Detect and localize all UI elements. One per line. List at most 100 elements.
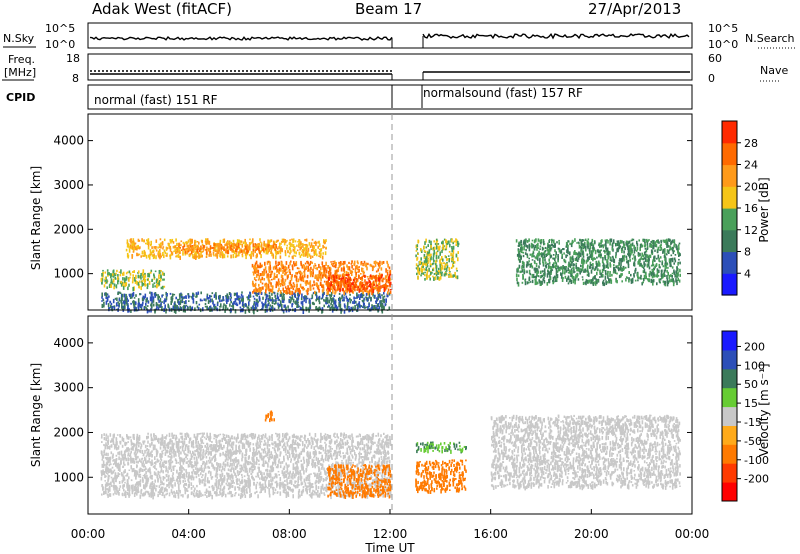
heatmap-cell	[299, 255, 302, 258]
heatmap-cell	[154, 309, 156, 313]
heatmap-cell	[165, 246, 168, 251]
heatmap-cell	[223, 303, 225, 306]
heatmap-cell	[356, 288, 358, 291]
heatmap-cell	[163, 254, 165, 259]
heatmap-cell	[234, 303, 236, 305]
heatmap-cell	[137, 253, 139, 257]
heatmap-cell	[136, 252, 138, 257]
heatmap-cell	[382, 280, 384, 283]
heatmap-cell	[548, 265, 551, 269]
heatmap-cell	[257, 278, 260, 281]
heatmap-cell	[279, 477, 282, 482]
heatmap-cell	[646, 263, 649, 268]
heatmap-cell	[158, 282, 160, 286]
heatmap-cell	[106, 488, 108, 491]
heatmap-cell	[273, 275, 276, 280]
heatmap-cell	[657, 274, 659, 277]
heatmap-cell	[336, 270, 338, 274]
heatmap-cell	[277, 278, 280, 282]
heatmap-cell	[549, 273, 551, 278]
heatmap-cell	[134, 471, 136, 476]
heatmap-cell	[292, 452, 294, 457]
heatmap-cell	[592, 282, 595, 286]
heatmap-cell	[640, 278, 643, 280]
heatmap-cell	[669, 260, 672, 265]
heatmap-cell	[362, 288, 364, 291]
heatmap-cell	[177, 253, 180, 258]
heatmap-cell	[567, 247, 569, 252]
heatmap-cell	[577, 259, 579, 262]
heatmap-cell	[648, 260, 650, 264]
heatmap-cell	[356, 296, 358, 299]
heatmap-cell	[337, 280, 339, 285]
heatmap-cell	[201, 254, 203, 258]
heatmap-cell	[565, 241, 568, 247]
heatmap-cell	[102, 272, 104, 276]
heatmap-cell	[300, 241, 302, 245]
heatmap-cell	[292, 298, 295, 303]
heatmap-cell	[582, 245, 584, 249]
heatmap-cell	[145, 242, 147, 245]
heatmap-cell	[106, 296, 109, 301]
heatmap-cell	[265, 286, 267, 290]
heatmap-cell	[355, 278, 358, 283]
heatmap-cell	[650, 265, 653, 267]
heatmap-cell	[318, 251, 321, 255]
heatmap-cell	[335, 262, 337, 266]
heatmap-cell	[648, 239, 650, 241]
heatmap-cell	[289, 290, 292, 296]
heatmap-cell	[272, 447, 274, 449]
heatmap-cell	[633, 256, 635, 258]
heatmap-cell	[369, 296, 371, 299]
heatmap-cell	[158, 243, 161, 246]
heatmap-cell	[110, 273, 113, 277]
heatmap-cell	[279, 294, 282, 297]
heatmap-cell	[183, 301, 186, 305]
heatmap-cell	[367, 278, 370, 280]
heatmap-cell	[539, 280, 541, 284]
heatmap-cell	[152, 283, 154, 288]
heatmap-cell	[565, 267, 567, 271]
heatmap-cell	[637, 252, 640, 257]
heatmap-cell	[362, 268, 364, 270]
heatmap-cell	[170, 253, 173, 256]
heatmap-cell	[537, 275, 539, 277]
heatmap-cell	[244, 252, 246, 254]
heatmap-cell	[272, 254, 275, 259]
heatmap-cell	[339, 264, 341, 267]
heatmap-cell	[662, 272, 665, 275]
heatmap-cell	[275, 276, 277, 278]
heatmap-cell	[362, 283, 364, 288]
heatmap-cell	[637, 275, 639, 279]
heatmap-cell	[279, 290, 282, 294]
heatmap-cell	[294, 289, 297, 294]
heatmap-cell	[283, 241, 286, 246]
heatmap-cell	[677, 277, 679, 281]
heatmap-cell	[619, 274, 621, 278]
heatmap-cell	[421, 266, 423, 269]
heatmap-cell	[555, 251, 557, 255]
heatmap-cell	[116, 269, 118, 273]
heatmap-cell	[345, 286, 347, 291]
heatmap-cell	[360, 293, 362, 298]
heatmap-cell	[328, 272, 330, 276]
heatmap-cell	[439, 265, 442, 268]
heatmap-cell	[353, 260, 356, 265]
heatmap-cell	[558, 242, 560, 245]
heatmap-cell	[289, 296, 291, 299]
heatmap-cell	[346, 287, 349, 290]
heatmap-cell	[422, 265, 424, 269]
heatmap-cell	[250, 306, 253, 310]
heatmap-cell	[354, 457, 357, 461]
heatmap-cell	[314, 274, 317, 279]
heatmap-cell	[362, 456, 364, 458]
heatmap-cell	[453, 240, 455, 243]
heatmap-cell	[334, 264, 337, 269]
heatmap-cell	[577, 241, 580, 244]
heatmap-cell	[382, 296, 384, 301]
heatmap-cell	[107, 457, 109, 460]
heatmap-cell	[200, 291, 202, 295]
heatmap-cell	[277, 239, 279, 242]
heatmap-cell	[330, 303, 332, 306]
heatmap-cell	[548, 258, 550, 262]
